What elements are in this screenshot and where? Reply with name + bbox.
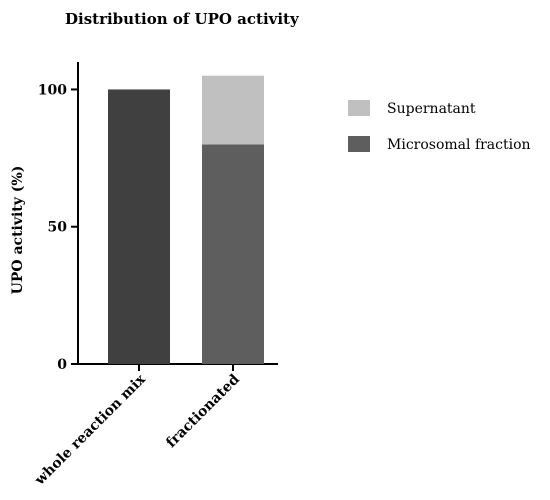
x-axis-ticks: whole reaction mix fractionated xyxy=(31,364,243,489)
legend-label: Supernatant xyxy=(387,101,476,117)
legend-swatch xyxy=(348,100,370,116)
legend: Supernatant Microsomal fraction xyxy=(348,100,531,153)
bars xyxy=(108,75,264,365)
bar-segment xyxy=(202,144,264,364)
bar-segment xyxy=(202,75,264,145)
legend-label: Microsomal fraction xyxy=(387,137,531,153)
y-tick-label: 100 xyxy=(38,82,67,98)
legend-swatch xyxy=(348,136,370,152)
y-tick-label: 50 xyxy=(48,220,68,236)
chart-title: Distribution of UPO activity xyxy=(65,10,300,28)
bar-segment xyxy=(108,89,170,365)
y-axis-ticks: 0 50 100 xyxy=(38,82,78,373)
y-tick-label: 0 xyxy=(57,357,67,373)
x-tick-label: whole reaction mix xyxy=(31,371,149,489)
y-axis-label: UPO activity (%) xyxy=(10,166,26,295)
x-tick-label: fractionated xyxy=(163,371,243,451)
